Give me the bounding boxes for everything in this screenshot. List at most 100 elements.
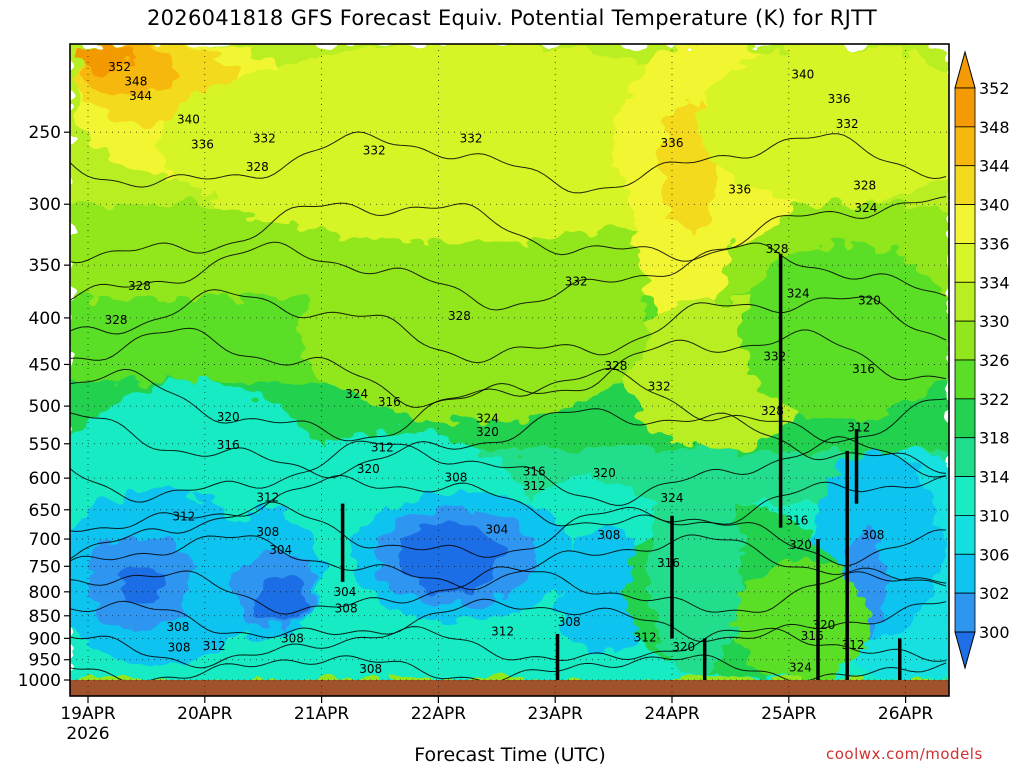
colorbar-swatch [954,398,976,439]
y-tick-label: 750 [29,557,61,577]
contour-label: 332 [565,275,588,289]
contour-label: 324 [854,201,877,215]
contour-label: 308 [335,601,358,615]
y-tick-label: 600 [29,469,61,489]
colorbar-label: 306 [979,545,1010,564]
colorbar-swatch [954,126,976,167]
x-tick-label: 21APR [294,704,350,724]
contour-label: 312 [523,479,546,493]
contour-label: 308 [359,662,382,676]
contour-label: 336 [728,182,751,196]
contour-label: 328 [766,242,789,256]
contour-label: 312 [371,440,394,454]
heatmap-field [70,44,949,696]
contour-label: 308 [597,528,620,542]
contour-label: 332 [253,131,276,145]
contour-label: 316 [523,464,546,478]
contour-label: 312 [203,639,226,653]
contour-label: 348 [124,75,147,89]
contour-label: 324 [345,387,368,401]
contour-label: 312 [847,421,870,435]
contour-label: 324 [661,491,684,505]
contour-label: 320 [357,462,380,476]
colorbar-label: 340 [979,196,1010,215]
colorbar-label: 352 [979,79,1010,98]
y-tick-label: 500 [29,397,61,417]
x-tick-label: 23APR [528,704,584,724]
contour-label: 320 [812,618,835,632]
colorbar-label: 300 [979,623,1010,642]
colorbar-label: 318 [979,429,1010,448]
colorbar-label: 336 [979,234,1010,253]
colorbar-swatch [954,204,976,244]
y-tick-label: 300 [29,195,61,215]
contour-label: 308 [256,525,279,539]
contour-label: 304 [485,522,508,536]
contour-label: 328 [448,309,471,323]
contour-label: 312 [491,624,514,638]
y-tick-label: 700 [29,530,61,550]
colorbar-label: 302 [979,584,1010,603]
x-tick-label: 20APR [177,704,233,724]
contour-label: 308 [861,528,884,542]
colorbar-label: 326 [979,351,1010,370]
grid-lines [70,44,949,696]
contour-label: 308 [168,640,191,654]
contour-label: 340 [791,67,814,81]
colorbar-label: 314 [979,468,1010,487]
contour-label: 328 [761,404,784,418]
y-tick-label: 950 [29,651,61,671]
y-tick-label: 550 [29,435,61,455]
contour-label: 320 [593,466,616,480]
contour-label: 324 [476,412,499,426]
y-tick-label: 650 [29,501,61,521]
credit-link[interactable]: coolwx.com/models [826,745,983,763]
y-tick-label: 250 [29,123,61,143]
contour-label: 316 [378,395,401,409]
colorbar-swatch [954,437,976,477]
contour-label: 332 [648,380,671,394]
x-tick-label: 26APR [878,704,934,724]
contour-label: 316 [801,629,824,643]
y-tick-label: 350 [29,256,61,276]
contour-label: 332 [763,349,786,363]
y-tick-label: 400 [29,309,61,329]
contour-label: 336 [191,138,214,152]
colorbar-swatch [954,476,976,516]
contour-label: 304 [334,585,357,599]
contour-label: 332 [836,117,859,131]
y-tick-label: 850 [29,607,61,627]
contour-label: 320 [217,410,240,424]
x-tick-label: 19APR [60,704,116,724]
contour-label: 328 [604,359,627,373]
contour-label: 340 [177,112,200,126]
x-tick-label: 25APR [761,704,817,724]
colorbar-label: 322 [979,390,1010,409]
colorbar-label: 344 [979,157,1010,176]
contour-label: 344 [129,89,152,103]
contour-label: 328 [128,279,151,293]
colorbar-swatch [954,553,976,594]
chart-title: 2026041818 GFS Forecast Equiv. Potential… [146,6,878,30]
contour-label: 324 [787,286,810,300]
colorbar-top-arrow [954,50,976,89]
colorbar-label: 334 [979,273,1010,292]
colorbar-swatch [954,320,976,361]
y-tick-label: 1000 [18,671,61,691]
contour-label: 320 [789,538,812,552]
colorbar-swatch [954,243,976,283]
contour-label: 352 [108,60,131,74]
y-tick-label: 900 [29,629,61,649]
contour-label: 312 [634,630,657,644]
colorbar-label: 348 [979,118,1010,137]
x-tick-label: 22APR [411,704,467,724]
contour-label: 320 [672,640,695,654]
contour-label: 332 [460,131,483,145]
colorbar-swatch [954,165,976,205]
contour-label: 336 [828,92,851,106]
plot-frame [69,43,950,697]
colorbar-swatch [954,87,976,128]
